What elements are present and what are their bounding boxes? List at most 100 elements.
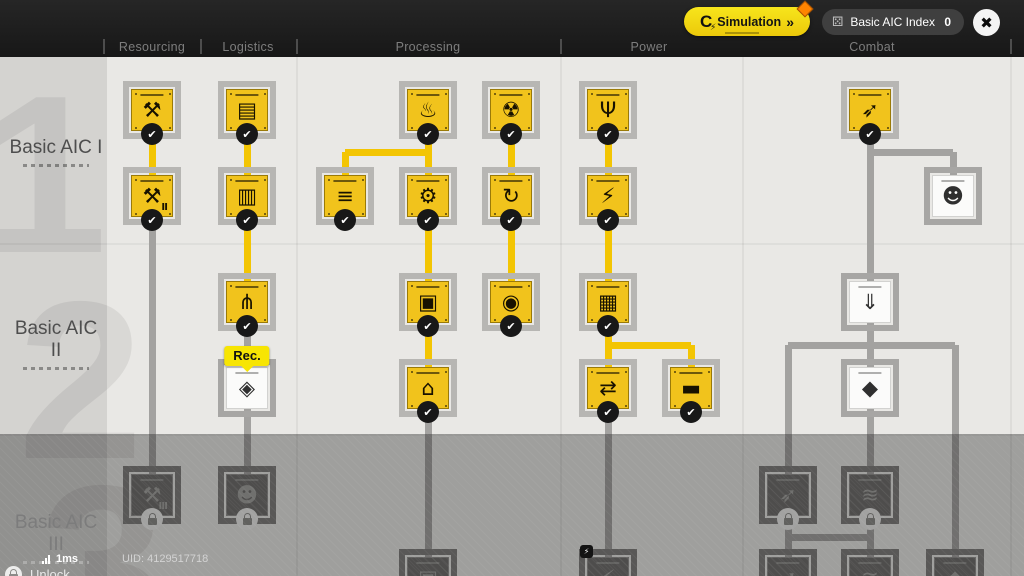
connector xyxy=(687,345,695,388)
tech-fuel[interactable]: ♨ ✔ xyxy=(399,81,457,145)
node-corner-dots xyxy=(591,93,593,95)
node-tile: ☢ xyxy=(490,89,532,131)
node-caption xyxy=(679,372,703,374)
node-frame xyxy=(841,273,899,331)
node-corner-dots xyxy=(853,561,855,563)
connector xyxy=(424,302,432,388)
node-corner-dots xyxy=(135,179,137,181)
node-caption xyxy=(596,562,620,564)
tech-flame[interactable]: ◆ xyxy=(841,359,899,417)
tech-claw[interactable]: ⋔ ✔ xyxy=(218,273,276,337)
tech-mining-1[interactable]: ⚒ ✔ xyxy=(123,81,181,145)
connector xyxy=(507,196,515,302)
connector xyxy=(784,345,792,495)
node-tile: ≋ xyxy=(849,474,891,516)
recommended-tag: Rec. xyxy=(224,346,270,366)
close-button[interactable]: ✖ xyxy=(973,9,1000,36)
node-tile: ◈ xyxy=(226,367,268,409)
tech-locked-b[interactable]: ⚡ xyxy=(579,549,637,576)
column-divider xyxy=(1010,39,1012,54)
node-corner-dots xyxy=(938,561,940,563)
check-icon: ✔ xyxy=(236,209,258,231)
check-icon: ✔ xyxy=(859,123,881,145)
basic-aic-index-pill[interactable]: ⚄ Basic AIC Index 0 xyxy=(822,9,964,35)
node-corner-dots xyxy=(230,478,232,480)
check-icon: ✔ xyxy=(500,123,522,145)
node-corner-dots xyxy=(411,93,413,95)
lock-icon xyxy=(236,508,258,530)
tech-greenhouse-icon: ⌂ xyxy=(421,375,435,400)
node-corner-dots xyxy=(230,285,232,287)
node-frame xyxy=(399,549,457,576)
tech-power-dist[interactable]: ⇄ ✔ xyxy=(579,359,637,423)
tech-mining-2[interactable]: ⚒ Ⅱ ✔ xyxy=(123,167,181,231)
tech-crusher[interactable]: ⚙ ✔ xyxy=(399,167,457,231)
node-tile: ◆ xyxy=(934,557,976,576)
node-caption xyxy=(416,286,440,288)
node-corner-dots xyxy=(135,478,137,480)
node-corner-dots xyxy=(411,285,413,287)
tier-numeral: Ⅱ xyxy=(161,202,168,213)
tech-storage-2[interactable]: ▥ ✔ xyxy=(218,167,276,231)
check-icon: ✔ xyxy=(500,315,522,337)
lock-icon xyxy=(777,508,799,530)
connector xyxy=(866,388,874,495)
connector xyxy=(788,341,955,349)
connector xyxy=(148,110,156,196)
board-seam xyxy=(0,434,1024,436)
connector xyxy=(243,196,251,302)
tech-battery[interactable]: ▬ ✔ xyxy=(662,359,720,423)
tech-canister[interactable]: ▣ ✔ xyxy=(399,273,457,337)
tech-storage-1[interactable]: ▤ ✔ xyxy=(218,81,276,145)
tech-mining-3[interactable]: ⚒ Ⅲ xyxy=(123,466,181,530)
tech-rocket-2[interactable]: ➶ xyxy=(759,466,817,530)
tech-locked-c[interactable]: ➶ xyxy=(759,549,817,576)
tech-furnace[interactable]: ☢ ✔ xyxy=(482,81,540,145)
chevron-right-icon: » xyxy=(786,13,794,30)
node-caption xyxy=(333,180,357,182)
tech-locked-e[interactable]: ◆ xyxy=(926,549,984,576)
tech-turbine[interactable]: Ψ ✔ xyxy=(579,81,637,145)
tech-power-storage[interactable]: ▦ ✔ xyxy=(579,273,637,337)
tech-press[interactable]: ≡ ✔ xyxy=(316,167,374,231)
tech-rocket[interactable]: ➶ ✔ xyxy=(841,81,899,145)
node-corner-dots xyxy=(494,285,496,287)
tech-power[interactable]: ⚡ ✔ xyxy=(579,167,637,231)
row-label-strip xyxy=(0,57,107,576)
connector xyxy=(951,345,959,576)
connector xyxy=(424,110,432,196)
tech-wave[interactable]: ≋ xyxy=(841,466,899,530)
node-caption xyxy=(499,180,523,182)
tech-refinery[interactable]: ◉ ✔ xyxy=(482,273,540,337)
index-icon: ⚄ xyxy=(832,14,844,29)
tech-locked-d[interactable]: ≋ xyxy=(841,549,899,576)
alert-diamond-icon xyxy=(796,0,814,18)
tech-flame-icon: ◆ xyxy=(861,375,879,400)
simulation-button[interactable]: C ⚡ Simulation » xyxy=(684,0,814,36)
unlock-row[interactable]: Unlock xyxy=(5,566,70,576)
connector xyxy=(866,495,874,576)
tech-mortar[interactable]: ⇓ xyxy=(841,273,899,331)
node-corner-dots xyxy=(591,285,593,287)
tech-robotics[interactable]: ☻ xyxy=(924,167,982,225)
check-icon: ✔ xyxy=(597,123,619,145)
node-caption xyxy=(235,479,259,481)
tech-press-icon: ≡ xyxy=(336,183,354,208)
tech-rocket-icon: ➶ xyxy=(861,97,879,122)
node-corner-dots xyxy=(230,93,232,95)
tech-fuel-icon: ♨ xyxy=(418,97,438,122)
tech-claw-icon: ⋔ xyxy=(238,289,256,314)
node-corner-dots xyxy=(771,561,773,563)
node-tile: ≋ xyxy=(849,557,891,576)
column-header-power: Power xyxy=(630,40,668,54)
tech-wrench[interactable]: ↻ ✔ xyxy=(482,167,540,231)
column-header-processing: Processing xyxy=(395,40,461,54)
node-corner-dots xyxy=(411,561,413,563)
index-label: Basic AIC Index xyxy=(850,15,936,29)
node-tile: ▣ xyxy=(407,557,449,576)
check-icon: ✔ xyxy=(680,401,702,423)
tech-android[interactable]: ☻ xyxy=(218,466,276,530)
tech-locked-a[interactable]: ▣ xyxy=(399,549,457,576)
node-caption xyxy=(416,94,440,96)
tech-greenhouse[interactable]: ⌂ ✔ xyxy=(399,359,457,423)
